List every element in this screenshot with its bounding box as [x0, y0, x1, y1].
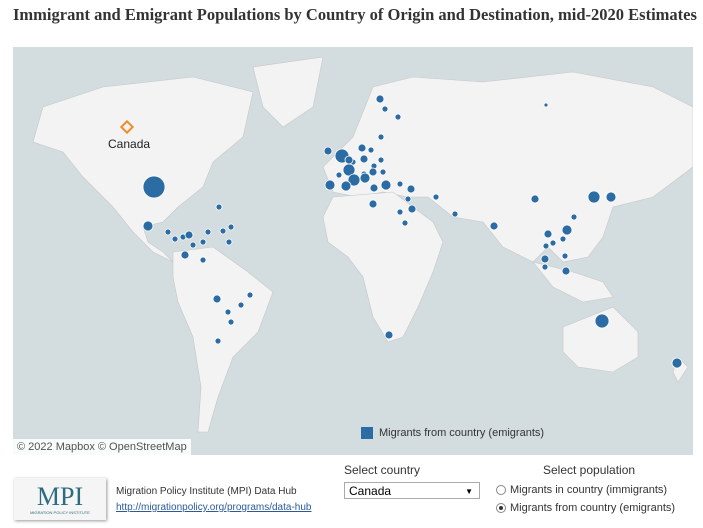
country-bubble[interactable] [541, 263, 549, 271]
country-bubble[interactable] [335, 171, 343, 179]
country-bubble[interactable] [199, 238, 207, 246]
country-select-value: Canada [349, 484, 392, 498]
country-bubble[interactable] [401, 219, 409, 227]
country-bubble[interactable] [219, 227, 227, 235]
country-bubble[interactable] [451, 210, 459, 218]
country-bubble[interactable] [204, 228, 212, 236]
country-bubble[interactable] [377, 156, 385, 164]
country-bubble[interactable] [605, 191, 617, 203]
country-bubble[interactable] [225, 238, 233, 246]
country-bubble[interactable] [406, 184, 416, 194]
country-bubble[interactable] [359, 172, 371, 184]
country-bubble[interactable] [380, 179, 392, 191]
south-america [172, 246, 274, 433]
select-population-label: Select population [543, 463, 636, 477]
country-bubble[interactable] [540, 254, 550, 264]
country-bubble[interactable] [489, 221, 499, 231]
north-america [32, 76, 254, 263]
org-name: Migration Policy Institute (MPI) Data Hu… [116, 486, 297, 497]
country-bubble[interactable] [357, 143, 367, 153]
country-bubble[interactable] [367, 146, 375, 154]
southeast-asia [532, 261, 614, 303]
country-bubble[interactable] [324, 179, 336, 191]
country-bubble[interactable] [340, 180, 352, 192]
dropdown-arrow-icon: ▼ [465, 487, 473, 496]
world-map[interactable]: Canada Migrants from country (emigrants)… [13, 47, 693, 455]
country-bubble[interactable] [375, 94, 385, 104]
country-bubble[interactable] [381, 105, 389, 113]
radio-emigrants[interactable]: Migrants from country (emigrants) [496, 502, 675, 514]
country-bubble[interactable] [407, 204, 417, 214]
country-bubble[interactable] [199, 256, 207, 264]
country-bubble[interactable] [164, 228, 172, 236]
country-bubble[interactable] [549, 239, 557, 247]
country-bubble[interactable] [559, 235, 567, 243]
country-bubble[interactable] [224, 308, 232, 316]
country-bubble[interactable] [379, 168, 387, 176]
country-bubble[interactable] [530, 194, 540, 204]
map-attribution[interactable]: © 2022 Mapbox © OpenStreetMap [13, 439, 191, 455]
select-country-label: Select country [344, 463, 421, 477]
country-bubble[interactable] [384, 330, 394, 340]
country-bubble[interactable] [396, 180, 404, 188]
country-select[interactable]: Canada ▼ [344, 482, 480, 499]
country-bubble[interactable] [432, 193, 440, 201]
country-bubble[interactable] [227, 318, 235, 326]
africa [322, 191, 444, 343]
country-bubble[interactable] [344, 155, 354, 165]
country-bubble[interactable] [180, 250, 190, 260]
country-bubble[interactable] [561, 224, 573, 236]
emigrant-bubbles [142, 94, 683, 369]
country-bubble[interactable] [237, 301, 245, 309]
map-legend: Migrants from country (emigrants) [361, 427, 544, 439]
country-bubble[interactable] [189, 241, 197, 249]
country-bubble[interactable] [215, 203, 223, 211]
country-bubble[interactable] [246, 291, 254, 299]
country-bubble[interactable] [214, 337, 222, 345]
country-bubble[interactable] [368, 199, 378, 209]
country-bubble[interactable] [142, 220, 154, 232]
map-canvas[interactable] [13, 47, 693, 455]
country-bubble[interactable] [543, 102, 549, 108]
legend-swatch [361, 427, 373, 439]
country-bubble[interactable] [404, 195, 412, 203]
country-bubble[interactable] [542, 242, 550, 250]
canada-marker-icon[interactable] [119, 119, 135, 135]
page-title: Immigrant and Emigrant Populations by Co… [13, 5, 697, 24]
radio-immigrants[interactable]: Migrants in country (immigrants) [496, 484, 667, 496]
country-bubble[interactable] [359, 154, 369, 164]
country-bubble[interactable] [184, 230, 194, 240]
logo-subtext: MIGRATION POLICY INSTITUTE [30, 509, 90, 515]
country-bubble[interactable] [142, 175, 166, 199]
legend-label: Migrants from country (emigrants) [379, 427, 545, 439]
country-bubble[interactable] [368, 167, 378, 177]
country-bubble[interactable] [561, 266, 571, 276]
country-bubble[interactable] [369, 183, 379, 193]
country-bubble[interactable] [396, 208, 404, 216]
country-bubble[interactable] [561, 252, 569, 260]
country-bubble[interactable] [570, 213, 578, 221]
country-bubble[interactable] [394, 113, 402, 121]
greenland [252, 56, 324, 128]
land-masses [32, 56, 693, 433]
country-bubble[interactable] [594, 313, 610, 329]
logo-text: MPI [36, 481, 84, 511]
country-bubble[interactable] [543, 229, 553, 239]
australia [562, 306, 639, 373]
country-bubble[interactable] [377, 133, 385, 141]
country-bubble[interactable] [323, 146, 333, 156]
country-bubble[interactable] [212, 294, 222, 304]
mpi-logo[interactable]: MPI MIGRATION POLICY INSTITUTE [14, 478, 106, 520]
radio-selected-icon [496, 503, 506, 513]
country-bubble[interactable] [227, 223, 235, 231]
radio-icon [496, 485, 506, 495]
country-bubble[interactable] [342, 163, 356, 177]
country-bubble[interactable] [171, 235, 179, 243]
country-bubble[interactable] [671, 357, 683, 369]
radio-label: Migrants from country (emigrants) [510, 502, 676, 514]
data-hub-link[interactable]: http://migrationpolicy.org/programs/data… [116, 502, 312, 513]
selected-country-label: Canada [108, 137, 151, 151]
country-bubble[interactable] [587, 190, 601, 204]
radio-label: Migrants in country (immigrants) [510, 484, 668, 496]
